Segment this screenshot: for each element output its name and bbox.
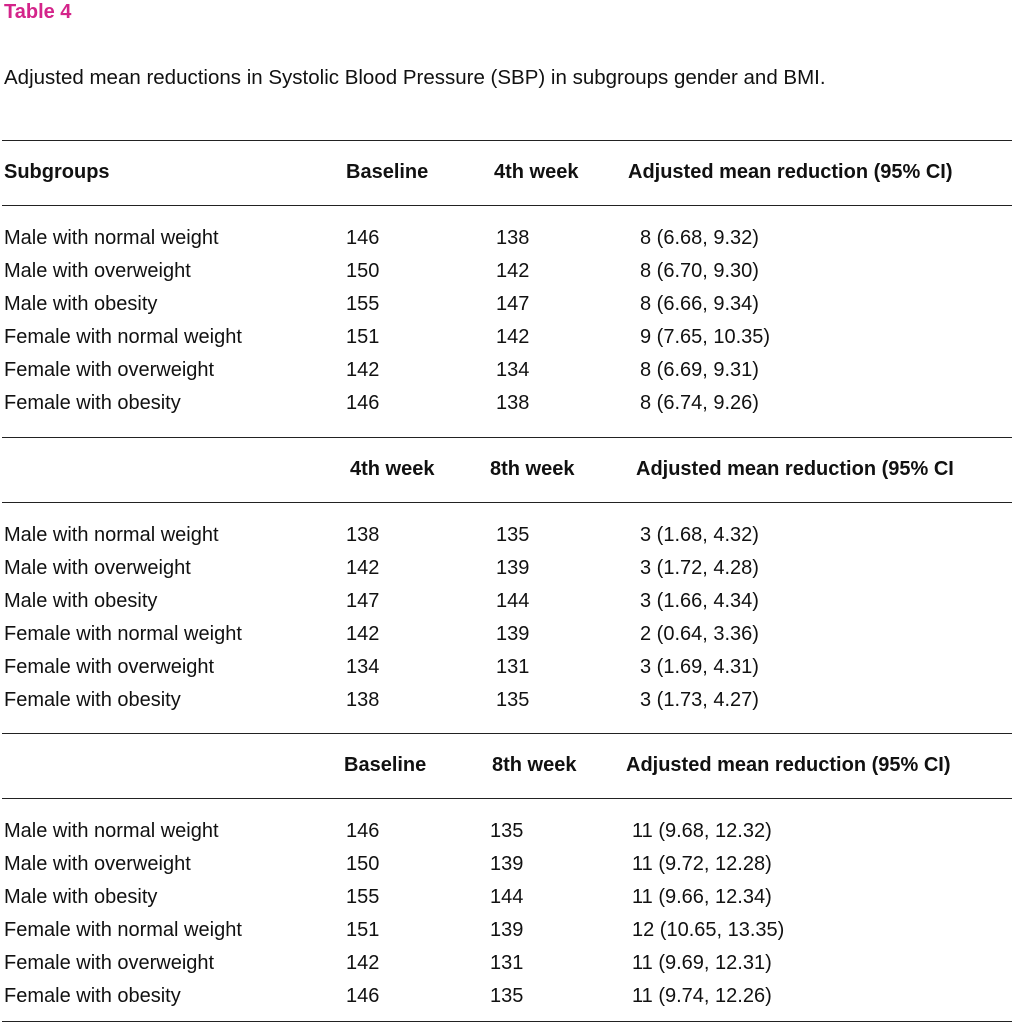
cell: 144 bbox=[496, 590, 530, 612]
cell: 147 bbox=[496, 293, 530, 315]
cell: 134 bbox=[496, 359, 530, 381]
cell: 2 (0.64, 3.36) bbox=[640, 623, 759, 645]
cell: 8 (6.69, 9.31) bbox=[640, 359, 759, 381]
cell: 142 bbox=[346, 557, 380, 579]
row-label: Male with normal weight bbox=[4, 524, 219, 546]
row-label: Female with normal weight bbox=[4, 919, 242, 941]
row-label: Male with obesity bbox=[4, 590, 158, 612]
cell: 3 (1.73, 4.27) bbox=[640, 689, 759, 711]
cell: 3 (1.69, 4.31) bbox=[640, 656, 759, 678]
cell: 139 bbox=[496, 623, 530, 645]
cell: 135 bbox=[490, 985, 524, 1007]
row-label: Female with overweight bbox=[4, 952, 215, 974]
cell: 138 bbox=[496, 392, 530, 414]
cell: 146 bbox=[346, 227, 380, 249]
row-label: Male with overweight bbox=[4, 260, 191, 282]
cell: 11 (9.74, 12.26) bbox=[632, 985, 772, 1007]
row-label: Female with overweight bbox=[4, 656, 215, 678]
cell: 142 bbox=[496, 260, 530, 282]
rule bbox=[2, 502, 1012, 503]
column-header: 8th week bbox=[492, 754, 577, 776]
row-label: Female with obesity bbox=[4, 392, 181, 414]
cell: 11 (9.68, 12.32) bbox=[632, 820, 772, 842]
row-label: Female with normal weight bbox=[4, 326, 242, 348]
cell: 11 (9.66, 12.34) bbox=[632, 886, 772, 908]
column-header: Adjusted mean reduction (95% CI) bbox=[626, 754, 951, 776]
column-header: 4th week bbox=[350, 458, 435, 480]
cell: 155 bbox=[346, 886, 380, 908]
rule bbox=[2, 798, 1012, 799]
rule bbox=[2, 437, 1012, 438]
cell: 135 bbox=[490, 820, 524, 842]
cell: 142 bbox=[346, 623, 380, 645]
row-label: Male with normal weight bbox=[4, 820, 219, 842]
cell: 138 bbox=[346, 524, 380, 546]
row-label: Male with overweight bbox=[4, 557, 191, 579]
cell: 131 bbox=[490, 952, 524, 974]
cell: 3 (1.68, 4.32) bbox=[640, 524, 759, 546]
row-label: Male with overweight bbox=[4, 853, 191, 875]
cell: 138 bbox=[346, 689, 380, 711]
cell: 139 bbox=[490, 919, 524, 941]
cell: 142 bbox=[346, 359, 380, 381]
cell: 150 bbox=[346, 260, 380, 282]
column-header: Baseline bbox=[346, 161, 429, 183]
column-header: 8th week bbox=[490, 458, 575, 480]
cell: 142 bbox=[496, 326, 530, 348]
cell: 142 bbox=[346, 952, 380, 974]
cell: 135 bbox=[496, 689, 530, 711]
cell: 9 (7.65, 10.35) bbox=[640, 326, 771, 348]
cell: 134 bbox=[346, 656, 380, 678]
rule bbox=[2, 1021, 1012, 1022]
row-label: Male with normal weight bbox=[4, 227, 219, 249]
cell: 135 bbox=[496, 524, 530, 546]
cell: 139 bbox=[496, 557, 530, 579]
cell: 8 (6.68, 9.32) bbox=[640, 227, 759, 249]
cell: 146 bbox=[346, 985, 380, 1007]
rule bbox=[2, 205, 1012, 206]
cell: 155 bbox=[346, 293, 380, 315]
cell: 150 bbox=[346, 853, 380, 875]
row-label: Male with obesity bbox=[4, 886, 158, 908]
table-caption: Adjusted mean reductions in Systolic Blo… bbox=[4, 66, 826, 89]
cell: 147 bbox=[346, 590, 380, 612]
cell: 151 bbox=[346, 919, 380, 941]
cell: 3 (1.66, 4.34) bbox=[640, 590, 759, 612]
row-label: Female with obesity bbox=[4, 689, 181, 711]
row-label: Male with obesity bbox=[4, 293, 158, 315]
column-header: Subgroups bbox=[4, 161, 110, 183]
column-header: Adjusted mean reduction (95% CI bbox=[636, 458, 954, 480]
cell: 151 bbox=[346, 326, 380, 348]
cell: 146 bbox=[346, 820, 380, 842]
rule bbox=[2, 140, 1012, 141]
cell: 138 bbox=[496, 227, 530, 249]
row-label: Female with overweight bbox=[4, 359, 215, 381]
cell: 131 bbox=[496, 656, 530, 678]
rule bbox=[2, 733, 1012, 734]
cell: 11 (9.69, 12.31) bbox=[632, 952, 772, 974]
cell: 146 bbox=[346, 392, 380, 414]
column-header: Adjusted mean reduction (95% CI) bbox=[628, 161, 953, 183]
cell: 144 bbox=[490, 886, 524, 908]
table-title: Table 4 bbox=[4, 1, 72, 23]
cell: 8 (6.70, 9.30) bbox=[640, 260, 759, 282]
cell: 8 (6.74, 9.26) bbox=[640, 392, 759, 414]
cell: 139 bbox=[490, 853, 524, 875]
cell: 8 (6.66, 9.34) bbox=[640, 293, 759, 315]
cell: 3 (1.72, 4.28) bbox=[640, 557, 759, 579]
cell: 11 (9.72, 12.28) bbox=[632, 853, 772, 875]
column-header: Baseline bbox=[344, 754, 427, 776]
column-header: 4th week bbox=[494, 161, 579, 183]
cell: 12 (10.65, 13.35) bbox=[632, 919, 785, 941]
row-label: Female with normal weight bbox=[4, 623, 242, 645]
row-label: Female with obesity bbox=[4, 985, 181, 1007]
